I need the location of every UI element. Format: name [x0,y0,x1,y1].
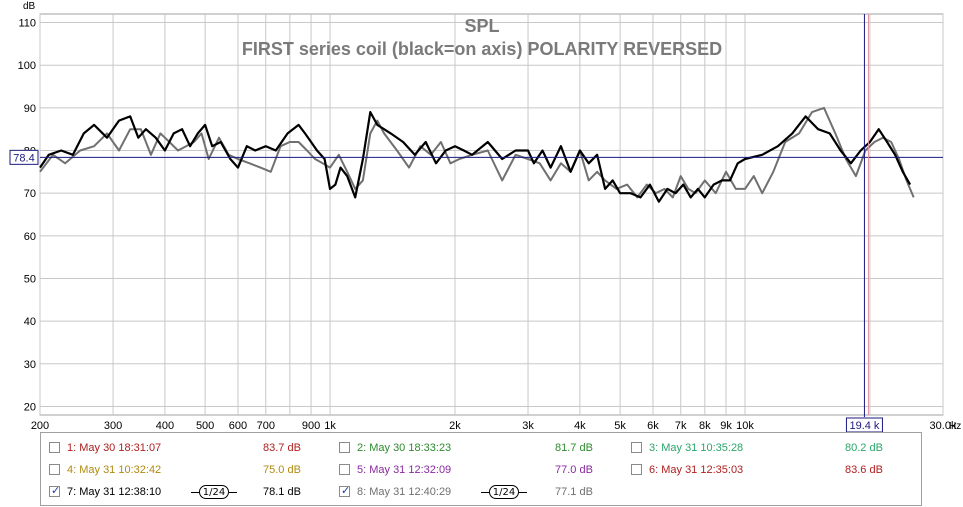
x-tick-label: 7k [675,420,687,432]
legend-item: 8: May 31 12:40:29 1/24 77.1 dB [339,484,619,500]
x-tick-label: 2k [449,420,461,432]
y-tick-label: 30 [24,359,36,371]
plot-area[interactable] [39,13,944,416]
chart-subtitle: FIRST series coil (black=on axis) POLARI… [242,39,722,59]
y-tick-label: 110 [18,18,36,30]
y-tick-label: 40 [24,316,36,328]
y-tick-label: 60 [24,231,36,243]
legend-label[interactable]: 2: May 30 18:33:23 [357,442,452,454]
legend-item: 3: May 31 10:35:28 80.2 dB [631,440,911,456]
x-tick-label: 500 [196,420,214,432]
legend-checkbox[interactable] [631,442,642,453]
x-tick-label: 30.0k [930,420,957,432]
x-tick-label: 200 [31,420,49,432]
x-tick-label: 10k [736,420,754,432]
legend-value: 75.0 dB [263,464,301,476]
legend-label[interactable]: 7: May 31 12:38:10 [67,486,162,498]
x-tick-label: 4k [574,420,586,432]
x-tick-label: 900 [302,420,320,432]
legend-value: 81.7 dB [555,442,593,454]
x-tick-label: 300 [104,420,122,432]
x-tick-label: 600 [229,420,247,432]
cursor-y-box [9,149,39,165]
legend-item: 1: May 30 18:31:07 83.7 dB [49,440,329,456]
x-tick-label: 6k [647,420,659,432]
measurement-legend: 1: May 30 18:31:07 83.7 dB 2: May 30 18:33… [40,432,922,506]
legend-item: 2: May 30 18:33:23 81.7 dB [339,440,619,456]
legend-checkbox[interactable] [49,442,60,453]
legend-checkbox[interactable] [49,484,60,498]
spl-chart: 2030405060708090100110 20030040050060070… [9,1,962,432]
y-tick-label: 70 [24,188,36,200]
smoothing-badge[interactable]: 1/24 [191,485,237,499]
cursor-y-readout: 78.4 [13,152,34,164]
x-tick-label: 8k [699,420,711,432]
cursor-x-readout: 19.4 k [849,420,879,432]
legend-label[interactable]: 4: May 31 10:32:42 [67,464,162,476]
legend-label[interactable]: 6: May 31 12:35:03 [649,464,744,476]
x-tick-label: 700 [257,420,275,432]
legend-item: 6: May 31 12:35:03 83.6 dB [631,462,911,478]
y-unit-label: dB [23,1,36,12]
y-tick-label: 90 [24,103,36,115]
x-tick-label: 5k [614,420,626,432]
legend-checkbox[interactable] [339,442,350,453]
x-unit-label: Hz [949,421,961,432]
chart-title: SPL [464,16,499,36]
x-tick-label: 9k [720,420,732,432]
legend-value: 78.1 dB [263,486,301,498]
legend-label[interactable]: 3: May 31 10:35:28 [649,442,744,454]
series-line [39,111,912,203]
legend-label[interactable]: 5: May 31 12:32:09 [357,464,452,476]
x-tick-label: 3k [522,420,534,432]
cursor-x-box [845,417,883,432]
legend-item: 7: May 31 12:38:10 1/24 78.1 dB [49,484,329,500]
legend-label[interactable]: 1: May 30 18:31:07 [67,442,162,454]
legend-checkbox[interactable] [631,464,642,475]
legend-value: 83.7 dB [263,442,301,454]
y-tick-label: 100 [18,60,36,72]
legend-value: 80.2 dB [845,442,883,454]
x-tick-label: 1k [324,420,336,432]
legend-item: 4: May 31 10:32:42 75.0 dB [49,462,329,478]
legend-checkbox[interactable] [339,464,350,475]
legend-checkbox[interactable] [49,464,60,475]
y-tick-label: 50 [24,273,36,285]
smoothing-badge[interactable]: 1/24 [481,485,527,499]
legend-label[interactable]: 8: May 31 12:40:29 [357,486,452,498]
legend-item: 5: May 31 12:32:09 77.0 dB [339,462,619,478]
legend-value: 83.6 dB [845,464,883,476]
y-tick-label: 20 [24,401,36,413]
legend-value: 77.1 dB [555,486,593,498]
legend-checkbox[interactable] [339,484,350,498]
legend-value: 77.0 dB [555,464,593,476]
x-tick-label: 400 [156,420,174,432]
